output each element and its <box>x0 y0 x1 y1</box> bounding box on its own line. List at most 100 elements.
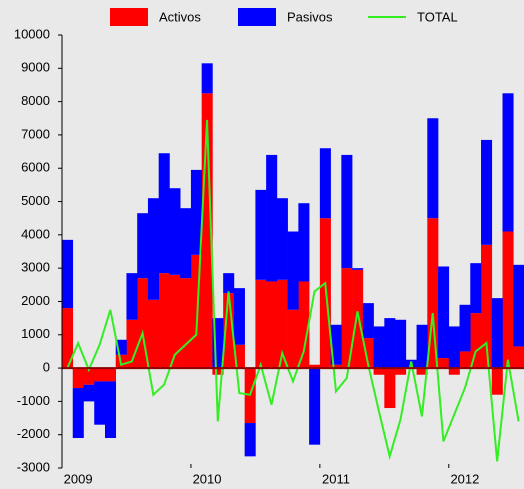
bar <box>212 318 224 369</box>
bar <box>223 273 235 294</box>
bar <box>212 368 224 375</box>
bar <box>362 338 374 369</box>
x-tick-label: 2011 <box>322 471 350 486</box>
total-line <box>66 119 520 462</box>
bar <box>470 313 482 369</box>
y-tick-label: -3000 <box>17 459 50 474</box>
bar <box>72 388 84 439</box>
bar <box>319 148 331 219</box>
bar <box>72 368 84 389</box>
bar <box>126 273 138 320</box>
bar <box>384 318 396 369</box>
bar <box>309 364 321 369</box>
y-tick-label: 8000 <box>21 93 50 108</box>
bar <box>427 118 439 219</box>
bar <box>470 263 482 314</box>
bar <box>309 368 321 445</box>
bar <box>362 303 374 339</box>
bar <box>373 368 385 375</box>
bar <box>137 278 149 369</box>
bar <box>448 326 460 369</box>
bar <box>513 264 524 347</box>
bar <box>395 319 407 369</box>
bar <box>158 153 170 274</box>
bar <box>266 154 278 282</box>
bar <box>169 274 181 369</box>
bar <box>147 299 159 369</box>
bar <box>169 188 181 275</box>
bar <box>502 93 514 232</box>
y-tick-label: 6000 <box>21 160 50 175</box>
bar <box>276 198 288 280</box>
bar <box>255 279 267 369</box>
bar <box>438 266 450 359</box>
bar <box>83 384 95 402</box>
legend-swatch <box>110 8 148 26</box>
bar <box>94 368 106 382</box>
bar <box>223 293 235 369</box>
bar <box>190 169 202 255</box>
bar <box>115 339 127 355</box>
y-tick-label: 7000 <box>21 126 50 141</box>
y-tick-label: 10000 <box>14 26 50 41</box>
bar <box>244 423 256 457</box>
y-tick-label: 0 <box>43 360 50 375</box>
bar <box>427 218 439 369</box>
bar <box>298 203 310 282</box>
bar <box>459 351 471 369</box>
legend-label: TOTAL <box>417 9 458 24</box>
bar <box>62 239 74 309</box>
bar <box>352 269 364 369</box>
bar <box>448 368 460 375</box>
bar <box>395 368 407 375</box>
x-tick-label: 2012 <box>450 471 479 486</box>
y-tick-label: 5000 <box>21 193 50 208</box>
bar <box>513 346 524 369</box>
bar <box>180 278 192 369</box>
bar <box>481 244 493 369</box>
bar <box>233 288 245 345</box>
bar <box>233 344 245 369</box>
bar <box>190 254 202 369</box>
bar <box>126 319 138 369</box>
bar <box>491 368 503 395</box>
x-tick-label: 2010 <box>193 471 222 486</box>
bar <box>459 304 471 352</box>
bar <box>341 268 353 369</box>
y-tick-label: 3000 <box>21 260 50 275</box>
bar <box>481 139 493 245</box>
bar <box>201 63 213 94</box>
bar <box>287 309 299 369</box>
y-tick-label: 9000 <box>21 60 50 75</box>
bar <box>255 189 267 280</box>
bar <box>201 93 213 369</box>
bar <box>373 326 385 369</box>
bar <box>62 308 74 369</box>
bar <box>341 154 353 269</box>
y-tick-label: 2000 <box>21 293 50 308</box>
bar <box>438 358 450 369</box>
legend-label: Pasivos <box>287 9 333 24</box>
legend-label: Activos <box>159 9 201 24</box>
bar <box>384 368 396 409</box>
bar <box>158 273 170 369</box>
bar <box>266 281 278 369</box>
bar <box>83 368 95 385</box>
y-tick-label: -1000 <box>17 393 50 408</box>
bar <box>287 231 299 310</box>
bar <box>416 368 428 375</box>
bar <box>330 324 342 365</box>
bar <box>94 381 106 425</box>
bar <box>137 213 149 279</box>
bar <box>352 268 364 270</box>
bar <box>502 231 514 369</box>
bar <box>180 208 192 279</box>
bar <box>104 368 117 382</box>
bar <box>298 281 310 369</box>
y-tick-label: 1000 <box>21 326 50 341</box>
y-tick-label: -2000 <box>17 426 50 441</box>
bar <box>491 298 503 369</box>
bar <box>147 198 159 300</box>
